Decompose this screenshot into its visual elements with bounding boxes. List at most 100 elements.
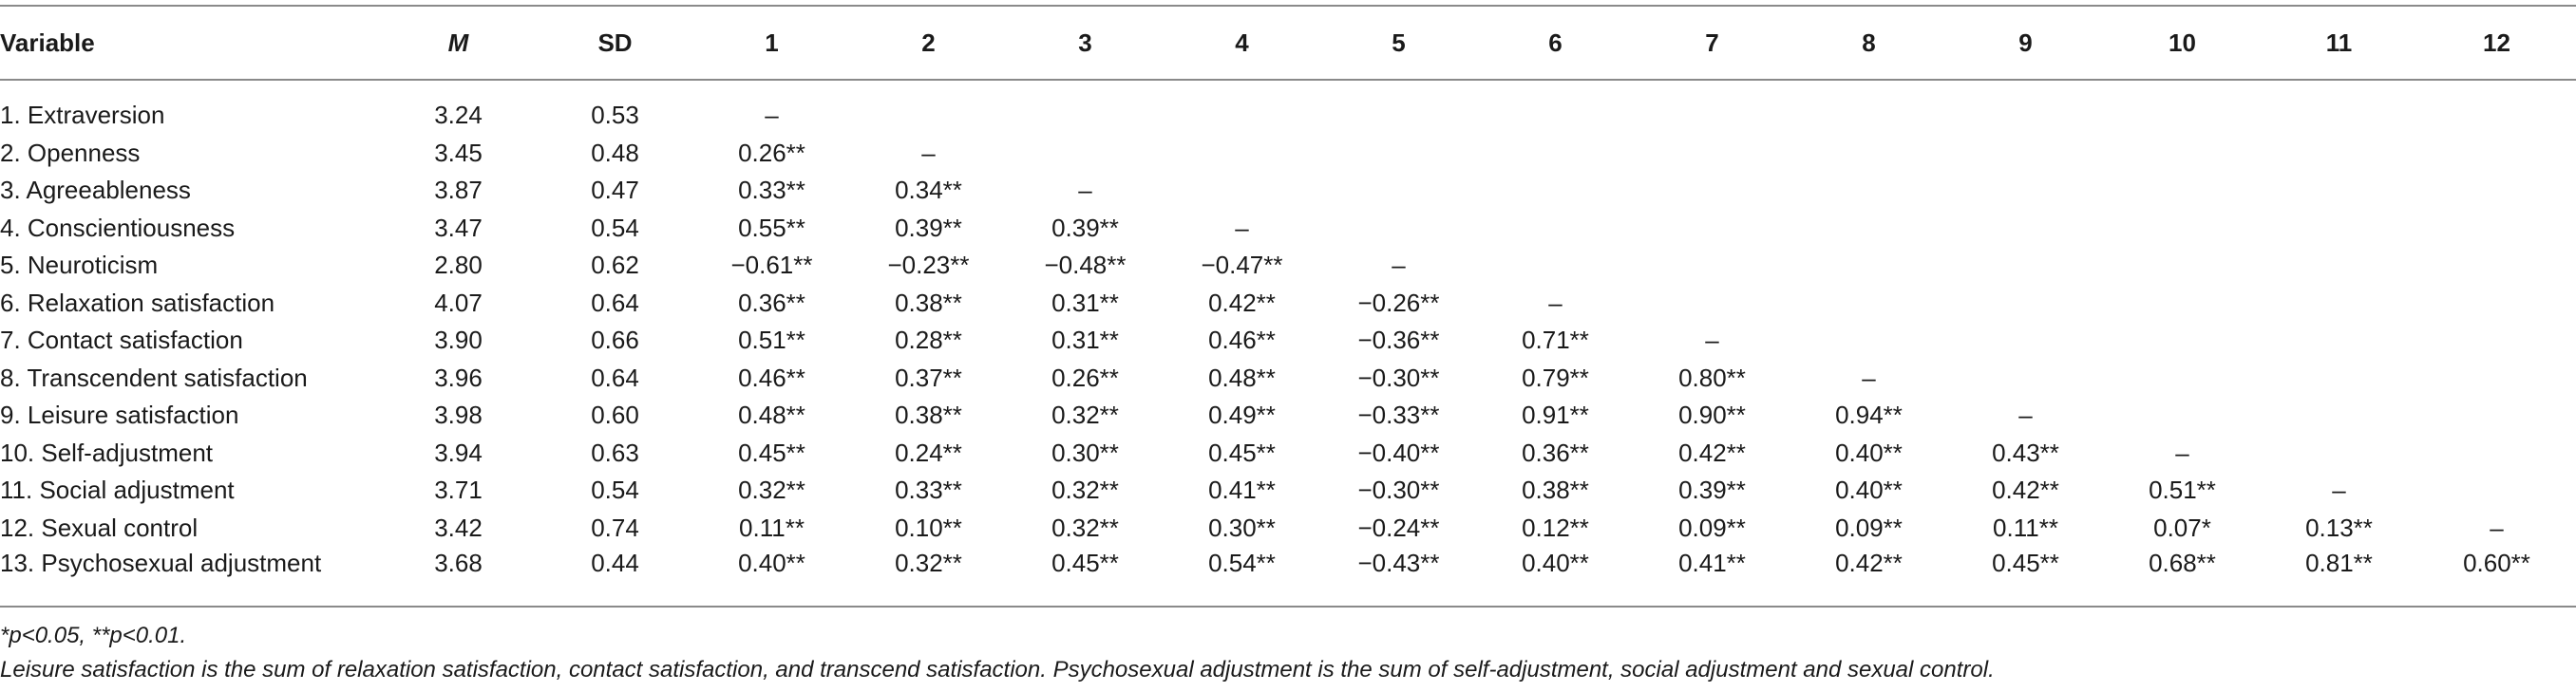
correlation-cell <box>1790 285 1947 323</box>
correlation-cell: 0.31** <box>1051 288 1119 317</box>
correlation-cell: −0.40** <box>1357 438 1440 467</box>
correlation-cell: 0.30** <box>1051 438 1119 467</box>
correlation-cell: 0.13** <box>2305 513 2373 542</box>
header-col-8: 8 <box>1790 5 1947 81</box>
correlation-cell: 0.45** <box>1208 438 1276 467</box>
correlation-cell <box>1634 172 1790 210</box>
table-body: 1. Extraversion 3.24 0.53 – 2. Openness 3.45 0… <box>0 80 2576 585</box>
correlation-cell: 0.36** <box>738 288 805 317</box>
correlation-cell <box>2261 397 2417 435</box>
correlation-cell: 0.39** <box>895 213 962 242</box>
correlation-table: Variable M SD 1 2 3 4 5 6 7 8 9 10 11 12 1. Extraversi… <box>0 5 2576 585</box>
mean-cell: 4.07 <box>434 288 483 317</box>
correlation-cell <box>2261 435 2417 473</box>
correlation-cell <box>2261 210 2417 248</box>
correlation-cell: 0.32** <box>1051 401 1119 430</box>
correlation-cell: −0.61** <box>730 251 813 280</box>
header-col-7: 7 <box>1634 5 1790 81</box>
table-row: 13. Psychosexual adjustment 3.68 0.44 0.40*… <box>0 547 2576 585</box>
correlation-cell: 0.94** <box>1835 401 1903 430</box>
correlation-cell: 0.31** <box>1051 326 1119 355</box>
correlation-cell: −0.24** <box>1357 513 1440 542</box>
header-row: Variable M SD 1 2 3 4 5 6 7 8 9 10 11 12 <box>0 5 2576 81</box>
header-col-4: 4 <box>1164 5 1320 81</box>
correlation-cell: 0.11** <box>739 513 805 542</box>
table-bottom-rule <box>0 606 2576 608</box>
correlation-cell <box>2104 210 2261 248</box>
table-row: 1. Extraversion 3.24 0.53 – <box>0 97 2576 135</box>
correlation-cell <box>1634 285 1790 323</box>
correlation-cell <box>1320 172 1477 210</box>
correlation-cell: 0.40** <box>1522 549 1589 578</box>
correlation-cell: – <box>2332 476 2346 505</box>
table-row: 9. Leisure satisfaction 3.98 0.60 0.48** 0.3… <box>0 397 2576 435</box>
correlation-cell: 0.91** <box>1522 401 1589 430</box>
correlation-cell: 0.37** <box>895 363 962 392</box>
correlation-cell: 0.90** <box>1678 401 1746 430</box>
correlation-cell <box>2417 360 2576 398</box>
correlation-cell <box>2104 285 2261 323</box>
correlation-cell <box>2104 135 2261 173</box>
mean-cell: 3.98 <box>434 401 483 430</box>
correlation-cell: 0.07* <box>2153 513 2211 542</box>
correlation-cell <box>1790 135 1947 173</box>
mean-cell: 3.94 <box>434 438 483 467</box>
sd-cell: 0.62 <box>591 251 639 280</box>
correlation-cell <box>1634 247 1790 285</box>
correlation-cell: 0.39** <box>1051 213 1119 242</box>
correlation-cell: 0.39** <box>1678 476 1746 505</box>
correlation-cell <box>2417 397 2576 435</box>
sd-cell: 0.64 <box>591 363 639 392</box>
correlation-cell: – <box>2490 513 2504 542</box>
variable-cell: 4. Conscientiousness <box>0 213 236 242</box>
correlation-cell: −0.30** <box>1357 363 1440 392</box>
correlation-cell: 0.45** <box>1992 549 2059 578</box>
correlation-cell: 0.81** <box>2305 549 2373 578</box>
table-row: 6. Relaxation satisfaction 4.07 0.64 0.36**… <box>0 285 2576 323</box>
correlation-cell: 0.33** <box>895 476 962 505</box>
correlation-cell <box>2261 322 2417 360</box>
correlation-cell: 0.32** <box>738 476 805 505</box>
correlation-cell: 0.68** <box>2149 549 2216 578</box>
correlation-cell: 0.45** <box>738 438 805 467</box>
correlation-cell: −0.26** <box>1357 288 1440 317</box>
correlation-cell: – <box>1862 363 1876 392</box>
correlation-cell: – <box>1235 213 1249 242</box>
correlation-cell: 0.46** <box>1208 326 1276 355</box>
variable-cell: 11. Social adjustment <box>0 476 235 505</box>
correlation-cell: 0.46** <box>738 363 805 392</box>
correlation-cell: 0.40** <box>1835 438 1903 467</box>
correlation-cell: 0.38** <box>895 288 962 317</box>
correlation-cell: 0.34** <box>895 176 962 205</box>
correlation-cell: 0.28** <box>895 326 962 355</box>
header-mean: M <box>380 5 537 81</box>
variable-cell: 12. Sexual control <box>0 513 199 542</box>
sd-cell: 0.63 <box>591 438 639 467</box>
correlation-cell: 0.41** <box>1208 476 1276 505</box>
significance-note: *p<0.05, **p<0.01. <box>0 623 187 648</box>
correlation-cell: 0.51** <box>738 326 805 355</box>
correlation-cell <box>1634 210 1790 248</box>
correlation-cell: 0.55** <box>738 213 805 242</box>
correlation-cell <box>1790 247 1947 285</box>
sd-cell: 0.60 <box>591 401 639 430</box>
correlation-cell: −0.43** <box>1357 549 1440 578</box>
header-col-10: 10 <box>2104 5 2261 81</box>
correlation-cell <box>2417 322 2576 360</box>
correlation-cell <box>850 97 1007 135</box>
correlation-cell <box>1477 247 1634 285</box>
correlation-cell: 0.51** <box>2149 476 2216 505</box>
variable-cell: 7. Contact satisfaction <box>0 326 243 355</box>
correlation-cell <box>2104 172 2261 210</box>
correlation-cell: 0.80** <box>1678 363 1746 392</box>
header-col-1: 1 <box>693 5 850 81</box>
correlation-cell: 0.40** <box>738 549 805 578</box>
correlation-cell <box>2104 397 2261 435</box>
table-row: 4. Conscientiousness 3.47 0.54 0.55** 0.39**… <box>0 210 2576 248</box>
sd-cell: 0.53 <box>591 101 639 130</box>
correlation-cell: – <box>921 138 936 167</box>
correlation-cell: 0.09** <box>1678 513 1746 542</box>
correlation-cell: 0.40** <box>1835 476 1903 505</box>
correlation-cell <box>1947 360 2104 398</box>
